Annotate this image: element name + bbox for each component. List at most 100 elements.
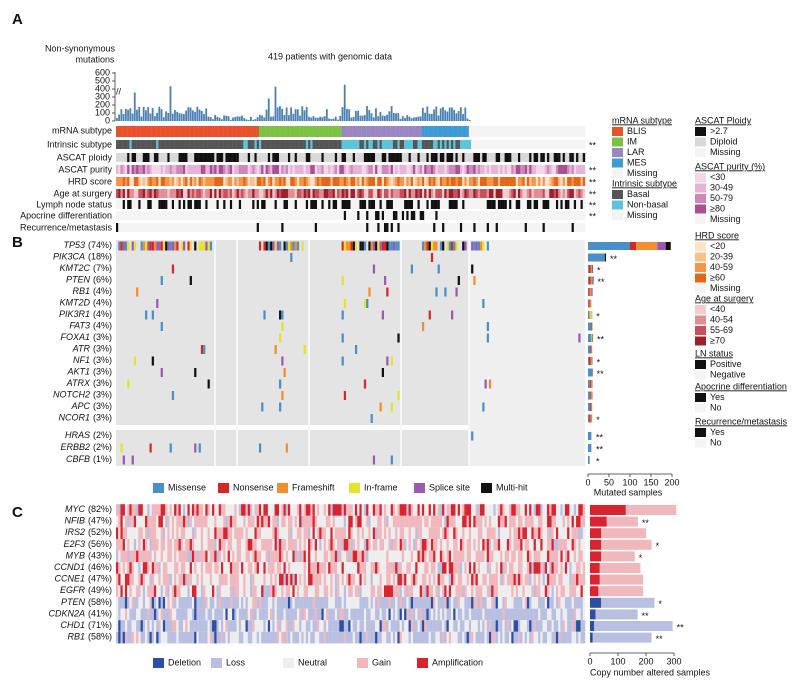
mutation-cell	[209, 241, 213, 251]
cna-cell	[518, 515, 521, 528]
cna-cell	[350, 527, 353, 539]
track-cell	[419, 165, 423, 174]
cna-cell	[265, 620, 269, 632]
cna-cell	[462, 515, 465, 528]
track-cell	[538, 189, 541, 198]
track-cell	[515, 211, 519, 220]
cna-cell	[308, 597, 311, 609]
track-cell	[509, 126, 512, 137]
track-cell	[167, 165, 170, 174]
cna-cell	[203, 562, 206, 574]
bar-segment	[590, 391, 591, 400]
cna-cell	[133, 539, 137, 551]
cna-cell	[410, 608, 414, 621]
cna-cell	[544, 608, 548, 621]
track-cell	[214, 126, 217, 137]
cna-cell	[116, 515, 119, 528]
cna-cell	[430, 562, 434, 574]
track-cell	[138, 211, 141, 220]
track-cell	[122, 140, 126, 149]
track-cell	[133, 140, 137, 149]
gene-pct: (18%)	[88, 252, 112, 262]
track-cell	[252, 223, 255, 232]
cna-cell	[526, 573, 530, 586]
cna-cell	[395, 597, 398, 609]
cna-cell	[138, 562, 141, 574]
cna-cell	[379, 527, 382, 539]
cna-cell	[281, 620, 284, 632]
cna-cell	[180, 608, 184, 621]
mutation-cell	[477, 241, 481, 251]
cna-cell	[495, 597, 499, 609]
cna-cell	[549, 515, 552, 528]
cna-cell	[265, 585, 269, 597]
track-cell	[504, 211, 508, 220]
cna-cell	[466, 597, 470, 609]
track-cell	[448, 177, 452, 186]
cna-cell	[368, 620, 371, 632]
cna-cell	[488, 550, 492, 563]
track-cell	[160, 223, 164, 232]
track-cell	[328, 165, 331, 174]
mutation-cell	[160, 322, 163, 331]
cna-cell	[162, 597, 166, 609]
cna-cell	[308, 631, 311, 644]
cna-cell	[122, 631, 126, 644]
cna-cell	[274, 504, 277, 516]
cna-cell	[312, 527, 315, 539]
cna-cell	[480, 562, 483, 574]
cna-cell	[442, 631, 445, 644]
cna-cell	[359, 631, 362, 644]
mutation-cell	[354, 345, 358, 354]
track-cell	[459, 177, 463, 186]
track-cell	[283, 126, 286, 137]
cna-cell	[223, 527, 226, 539]
track-cell	[433, 140, 436, 149]
cna-cell	[392, 620, 396, 632]
cna-cell	[303, 515, 307, 528]
cna-cell	[359, 620, 362, 632]
track-cell	[531, 126, 534, 137]
cna-cell	[446, 597, 449, 609]
cna-cell	[348, 608, 351, 621]
cna-cell	[457, 539, 461, 551]
track-cell	[323, 140, 327, 149]
cna-cell	[518, 585, 521, 597]
cna-cell	[267, 527, 271, 539]
cna-cell	[372, 608, 376, 621]
cna-cell	[477, 539, 481, 551]
track-cell	[415, 165, 418, 174]
cna-cell	[261, 631, 264, 644]
track-cell	[540, 126, 543, 137]
cna-cell	[212, 620, 215, 632]
cna-cell	[495, 515, 499, 528]
cna-cell	[417, 597, 420, 609]
cna-cell	[209, 550, 213, 563]
track-cell	[258, 140, 262, 149]
track-cell	[263, 223, 266, 232]
gene-label: PIK3CA (18%)	[53, 252, 112, 262]
cna-cell	[576, 573, 579, 586]
cna-cell	[321, 597, 324, 609]
cna-cell	[200, 504, 204, 516]
track-cell	[198, 126, 202, 137]
cna-cell	[334, 515, 338, 528]
track-cell	[267, 140, 271, 149]
cna-cell	[569, 620, 572, 632]
track-cell	[506, 200, 510, 209]
track-cell	[287, 140, 291, 149]
track-cell	[236, 211, 240, 220]
track-cell	[218, 126, 222, 137]
cna-cell	[330, 515, 333, 528]
track-cell	[325, 189, 329, 198]
mutation-cell	[471, 264, 474, 274]
cna-cell	[524, 527, 528, 539]
cna-cell	[424, 585, 427, 597]
mutation-bar-texture	[174, 110, 176, 121]
cna-cell	[147, 608, 150, 621]
cna-cell	[366, 631, 369, 644]
track-cell	[564, 165, 568, 174]
cna-cell	[209, 515, 213, 528]
cna-cell	[372, 504, 376, 516]
track-cell	[339, 153, 342, 162]
